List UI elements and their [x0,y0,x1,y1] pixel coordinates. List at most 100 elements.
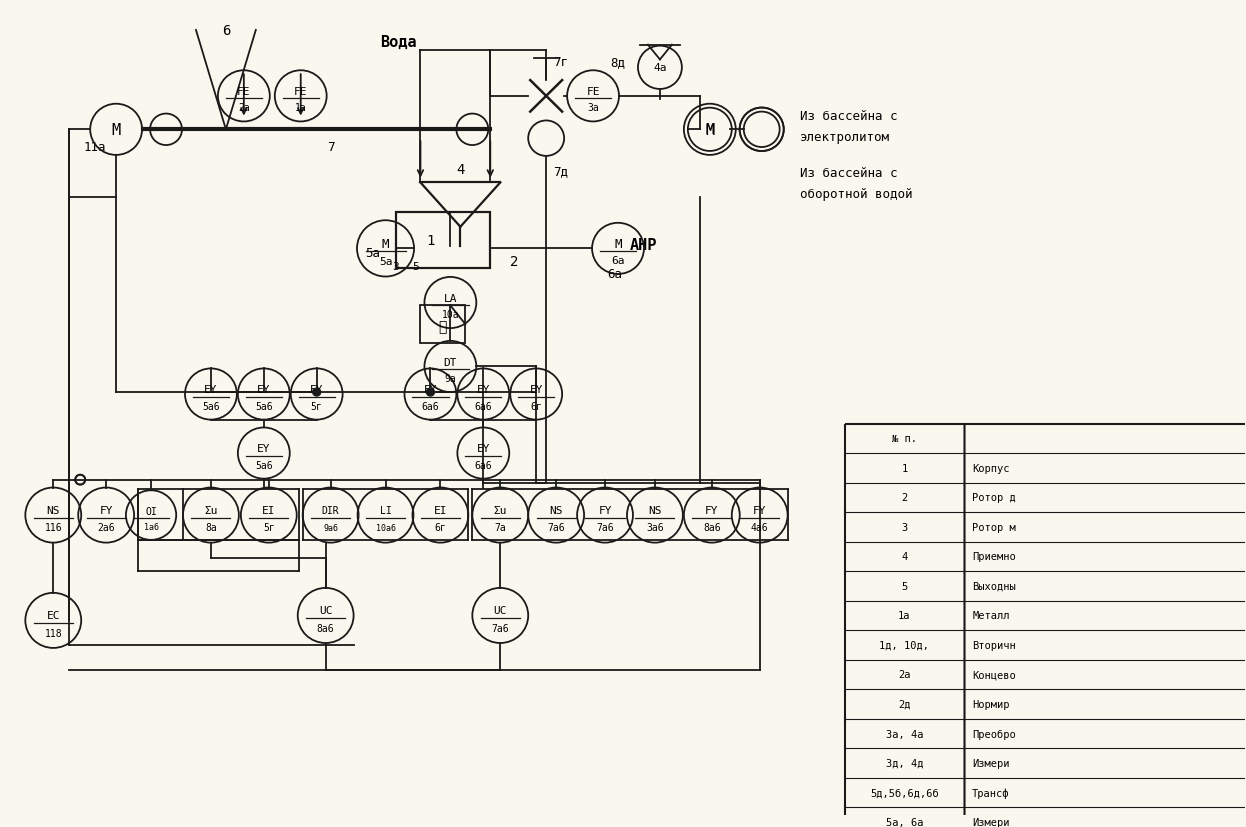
Text: 1a: 1a [898,610,911,621]
Text: 4а6: 4а6 [751,523,769,533]
Text: M: M [381,237,389,251]
Text: Σu: Σu [204,505,218,515]
Text: оборотной водой: оборотной водой [800,188,912,200]
Text: UC: UC [493,605,507,616]
Text: M: M [705,123,714,137]
Text: 9a: 9a [445,374,456,384]
Text: 1a: 1a [295,103,307,113]
Text: 5а6: 5а6 [202,401,219,411]
Text: 3а6: 3а6 [647,523,664,533]
Text: EY: EY [530,385,543,395]
Text: Корпус: Корпус [972,463,1009,473]
Text: 11a: 11a [83,141,106,153]
Text: EY: EY [257,385,270,395]
Text: Вода: Вода [380,36,417,50]
Text: 8д: 8д [611,56,625,69]
Text: 5: 5 [412,262,419,272]
Text: 6a: 6a [608,268,623,281]
Text: Выходны: Выходны [972,581,1015,591]
Circle shape [313,389,320,396]
Text: Σu: Σu [493,505,507,515]
Text: 8а6: 8а6 [703,523,720,533]
Text: электролитом: электролитом [800,131,890,144]
Text: 7a: 7a [495,523,506,533]
Text: UC: UC [319,605,333,616]
Text: Вторичн: Вторичн [972,640,1015,650]
Text: 116: 116 [45,523,62,533]
Text: АНР: АНР [630,237,658,252]
Text: 1: 1 [426,233,435,247]
Text: FY: FY [753,505,766,515]
Text: 7а6: 7а6 [547,523,564,533]
Text: 6a: 6a [612,256,624,265]
Text: 3: 3 [901,522,907,533]
Text: 6: 6 [222,24,231,38]
Text: 5г: 5г [310,401,323,411]
Text: Приемно: Приемно [972,552,1015,562]
Text: M: M [705,122,714,137]
Text: 4a: 4a [653,63,667,74]
Text: 5г: 5г [263,523,274,533]
Text: 3: 3 [392,262,399,272]
Text: Из бассейна с: Из бассейна с [800,167,897,180]
Text: FY: FY [705,505,719,515]
Text: 7а6: 7а6 [597,523,614,533]
Text: EY: EY [257,444,270,454]
Text: ∿: ∿ [439,320,447,333]
Bar [420,306,465,343]
Text: 5а6: 5а6 [255,401,273,411]
Text: EI: EI [262,505,275,515]
Text: Нормир: Нормир [972,699,1009,710]
Text: NS: NS [549,505,563,515]
Text: 6а6: 6а6 [475,460,492,470]
Text: 5а6: 5а6 [255,460,273,470]
Text: 10a: 10a [441,309,460,319]
Text: LA: LA [444,294,457,304]
Text: NS: NS [46,505,60,515]
Text: 1а6: 1а6 [143,522,158,531]
Text: 6г: 6г [435,523,446,533]
Text: M: M [614,238,622,251]
Bar [845,424,1246,827]
Text: Ротор д: Ротор д [972,493,1015,503]
Text: DT: DT [444,357,457,367]
Text: 2a: 2a [238,103,249,113]
Text: 3д, 4д: 3д, 4д [886,758,923,768]
Text: 8a: 8a [206,523,217,533]
Text: FY: FY [598,505,612,515]
Text: 2a: 2a [898,670,911,680]
Text: NS: NS [648,505,662,515]
Text: 7г: 7г [553,56,568,69]
Text: 1д, 10д,: 1д, 10д, [880,640,930,650]
Text: Из бассейна с: Из бассейна с [800,110,897,123]
Text: 9а6: 9а6 [323,523,338,533]
Text: Измери: Измери [972,758,1009,768]
Text: 3a: 3a [587,103,599,113]
Text: EY: EY [424,385,437,395]
Text: 2д: 2д [898,699,911,710]
Text: FY: FY [100,505,113,515]
Text: 7: 7 [326,141,334,153]
Text: 6г: 6г [531,401,542,411]
Text: 2: 2 [511,255,518,269]
Text: 2: 2 [901,493,907,503]
Text: 8а6: 8а6 [316,623,334,633]
Text: 5a: 5a [379,256,392,267]
Text: EY: EY [310,385,324,395]
Bar [395,213,490,269]
Text: Металл: Металл [972,610,1009,621]
Text: FE: FE [237,87,250,97]
Text: M: M [112,122,121,137]
Text: № п.: № п. [892,434,917,444]
Text: 5a, 6a: 5a, 6a [886,817,923,827]
Text: 5a: 5a [365,246,380,260]
Text: FE: FE [587,87,599,97]
Text: 7д: 7д [553,165,568,178]
Text: 10а6: 10а6 [375,523,395,533]
Text: 6а6: 6а6 [475,401,492,411]
Text: 4: 4 [901,552,907,562]
Text: 5: 5 [901,581,907,591]
Text: EI: EI [434,505,447,515]
Text: 4: 4 [456,162,465,176]
Text: 2а6: 2а6 [97,523,115,533]
